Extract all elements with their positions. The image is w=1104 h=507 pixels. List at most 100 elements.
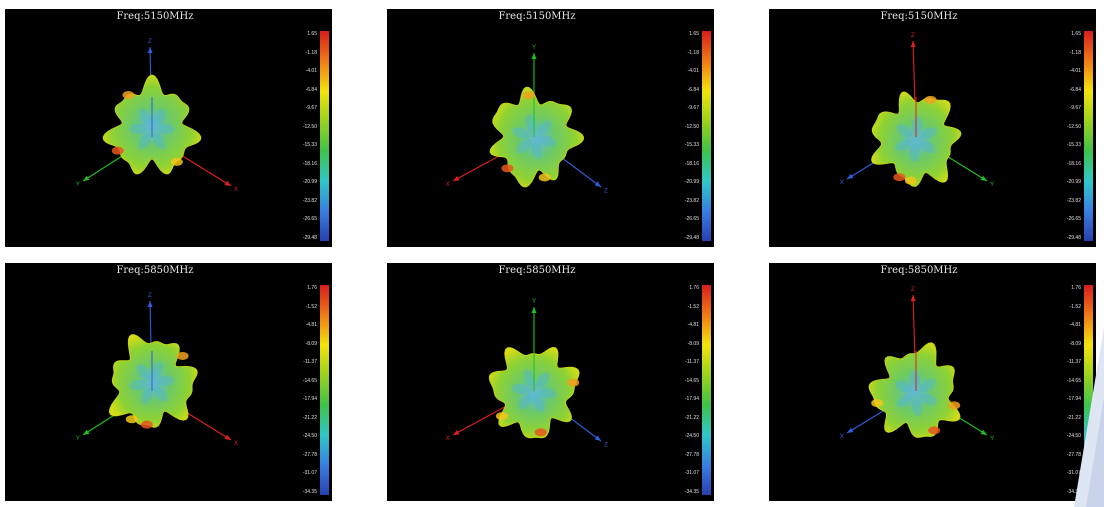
pattern-shading bbox=[912, 116, 923, 135]
pattern-shading bbox=[894, 139, 912, 151]
axis-label-right: Z bbox=[604, 189, 608, 195]
pattern-hotspot bbox=[534, 428, 547, 437]
axis-label-left: X bbox=[446, 436, 450, 442]
color-scale-bar bbox=[1084, 31, 1093, 241]
color-scale-tick-label: -11.37 bbox=[1067, 359, 1081, 366]
color-scale-tick-label: -11.37 bbox=[685, 359, 699, 366]
axis-arrowhead-right bbox=[224, 434, 231, 440]
pattern-panel-1: Freq:5150MHz Z Y X 1.65 -1.18 -4.01 -6.84 -9.6… bbox=[5, 9, 332, 247]
pattern-shading bbox=[129, 123, 148, 134]
color-scale-tick-label: 1.65 bbox=[307, 31, 317, 37]
axis-arrowhead-vertical bbox=[147, 301, 153, 308]
axis-label-right: Y bbox=[990, 182, 994, 188]
color-scale-tick-label: -34.35 bbox=[684, 489, 699, 495]
color-scale-tick-label: -26.65 bbox=[302, 216, 317, 223]
axis-label-left: Y bbox=[76, 436, 80, 442]
color-scale-tick-label: -8.09 bbox=[305, 340, 317, 347]
axis-label-left: X bbox=[840, 180, 844, 186]
color-scale-tick-label: -29.48 bbox=[684, 235, 699, 241]
axis-arrowhead-right bbox=[980, 175, 987, 181]
pattern-hotspot bbox=[111, 146, 124, 155]
axis-label-vertical: Z bbox=[148, 39, 152, 45]
color-scale-tick-label: -9.67 bbox=[305, 105, 317, 112]
color-scale-bar bbox=[320, 285, 329, 495]
panel-title: Freq:5150MHz bbox=[880, 11, 958, 22]
color-scale-tick-label: -12.50 bbox=[684, 123, 699, 130]
pattern-shading bbox=[538, 388, 557, 399]
color-scale-tick-label: -17.94 bbox=[1066, 396, 1081, 403]
axis-arrowhead-left bbox=[83, 175, 90, 181]
axis-arrowhead-left bbox=[453, 429, 460, 435]
pattern-shading bbox=[138, 108, 152, 125]
axis-label-right: X bbox=[234, 441, 238, 447]
axis-arrowhead-left bbox=[847, 427, 854, 433]
pattern-hotspot bbox=[567, 378, 580, 387]
panel-title: Freq:5150MHz bbox=[498, 11, 576, 22]
color-scale-tick-label: -1.52 bbox=[687, 303, 699, 310]
pattern-hotspot bbox=[122, 91, 135, 100]
color-scale-tick-label: -4.81 bbox=[1069, 322, 1081, 329]
color-scale-tick-label: -1.18 bbox=[1069, 49, 1081, 56]
pattern-hotspot bbox=[522, 91, 535, 100]
pattern-shading bbox=[153, 386, 168, 402]
pattern-panel-6: Freq:5850MHz Z X Y 1.76 -1.52 -4.81 -8.09 -11.… bbox=[769, 263, 1096, 501]
color-scale-tick-label: -17.94 bbox=[302, 396, 317, 403]
pattern-shading bbox=[538, 135, 557, 147]
pattern-hotspot bbox=[904, 176, 917, 185]
radiation-pattern-surface bbox=[108, 334, 198, 428]
pattern-shading bbox=[533, 395, 545, 413]
pattern-hotspot bbox=[176, 351, 189, 360]
axis-label-left: Y bbox=[76, 182, 80, 188]
color-scale-tick-label: -23.82 bbox=[302, 197, 317, 204]
pattern-shading bbox=[136, 364, 151, 380]
axis-label-vertical: Z bbox=[148, 293, 152, 299]
color-scale-tick-label: -4.81 bbox=[687, 322, 699, 329]
pattern-shading bbox=[919, 378, 936, 392]
pattern-shading bbox=[523, 369, 535, 387]
color-scale-tick-label: 1.76 bbox=[307, 285, 317, 291]
color-scale-tick-label: -6.84 bbox=[1069, 86, 1081, 93]
radiation-pattern-scene: Z X Y bbox=[840, 33, 994, 188]
pattern-hotspot bbox=[948, 401, 961, 410]
radiation-pattern-scene: Y X Z bbox=[446, 45, 608, 195]
color-scale-tick-label: -27.78 bbox=[684, 451, 699, 458]
pattern-shading bbox=[141, 387, 153, 405]
color-scale-tick-label: -8.09 bbox=[1069, 340, 1081, 347]
axis-arrowhead-left bbox=[453, 175, 460, 181]
pattern-panel-3: Freq:5150MHz Z X Y 1.65 -1.18 -4.01 -6.84 -9.6… bbox=[769, 9, 1096, 247]
pattern-shading bbox=[536, 372, 550, 388]
pattern-hotspot bbox=[495, 412, 508, 421]
pattern-shading bbox=[531, 141, 543, 160]
color-scale-bar bbox=[1084, 285, 1093, 495]
pattern-hotspot bbox=[871, 399, 884, 408]
color-scale-tick-label: -24.50 bbox=[1066, 433, 1081, 440]
color-scale-bar bbox=[702, 285, 711, 495]
axis-arrowhead-vertical bbox=[531, 307, 537, 313]
pattern-hotspot bbox=[924, 95, 937, 104]
color-scale-tick-label: -21.22 bbox=[1066, 414, 1081, 421]
pattern-shading bbox=[896, 124, 913, 138]
color-scale-tick-label: -18.16 bbox=[1066, 160, 1081, 167]
color-scale-tick-label: -26.65 bbox=[1066, 216, 1081, 223]
axis-label-right: Y bbox=[990, 436, 994, 442]
radiation-pattern-surface bbox=[488, 346, 580, 439]
panel-title: Freq:5150MHz bbox=[116, 11, 194, 22]
panel-title: Freq:5850MHz bbox=[116, 265, 194, 276]
color-scale-tick-label: -1.18 bbox=[305, 49, 317, 56]
axis-arrowhead-right bbox=[224, 180, 231, 186]
pattern-panel-4: Freq:5850MHz Z Y X 1.76 -1.52 -4.81 -8.09 -11.… bbox=[5, 263, 332, 501]
color-scale-tick-label: -27.78 bbox=[302, 451, 317, 458]
axis-label-vertical: Z bbox=[911, 33, 915, 39]
axis-label-right: X bbox=[234, 187, 238, 193]
color-scale-tick-label: -4.01 bbox=[305, 68, 317, 75]
pattern-hotspot bbox=[893, 173, 906, 182]
color-scale-tick-label: 1.76 bbox=[689, 285, 699, 291]
color-scale-tick-label: -34.35 bbox=[1066, 489, 1081, 495]
pattern-hotspot bbox=[928, 426, 941, 435]
color-scale-tick-label: -24.50 bbox=[684, 433, 699, 440]
axis-arrowhead-right bbox=[980, 429, 987, 435]
axis-label-vertical: Y bbox=[532, 299, 536, 305]
pattern-shading bbox=[138, 132, 152, 150]
pattern-shading bbox=[911, 397, 923, 416]
pattern-shading bbox=[129, 379, 148, 391]
